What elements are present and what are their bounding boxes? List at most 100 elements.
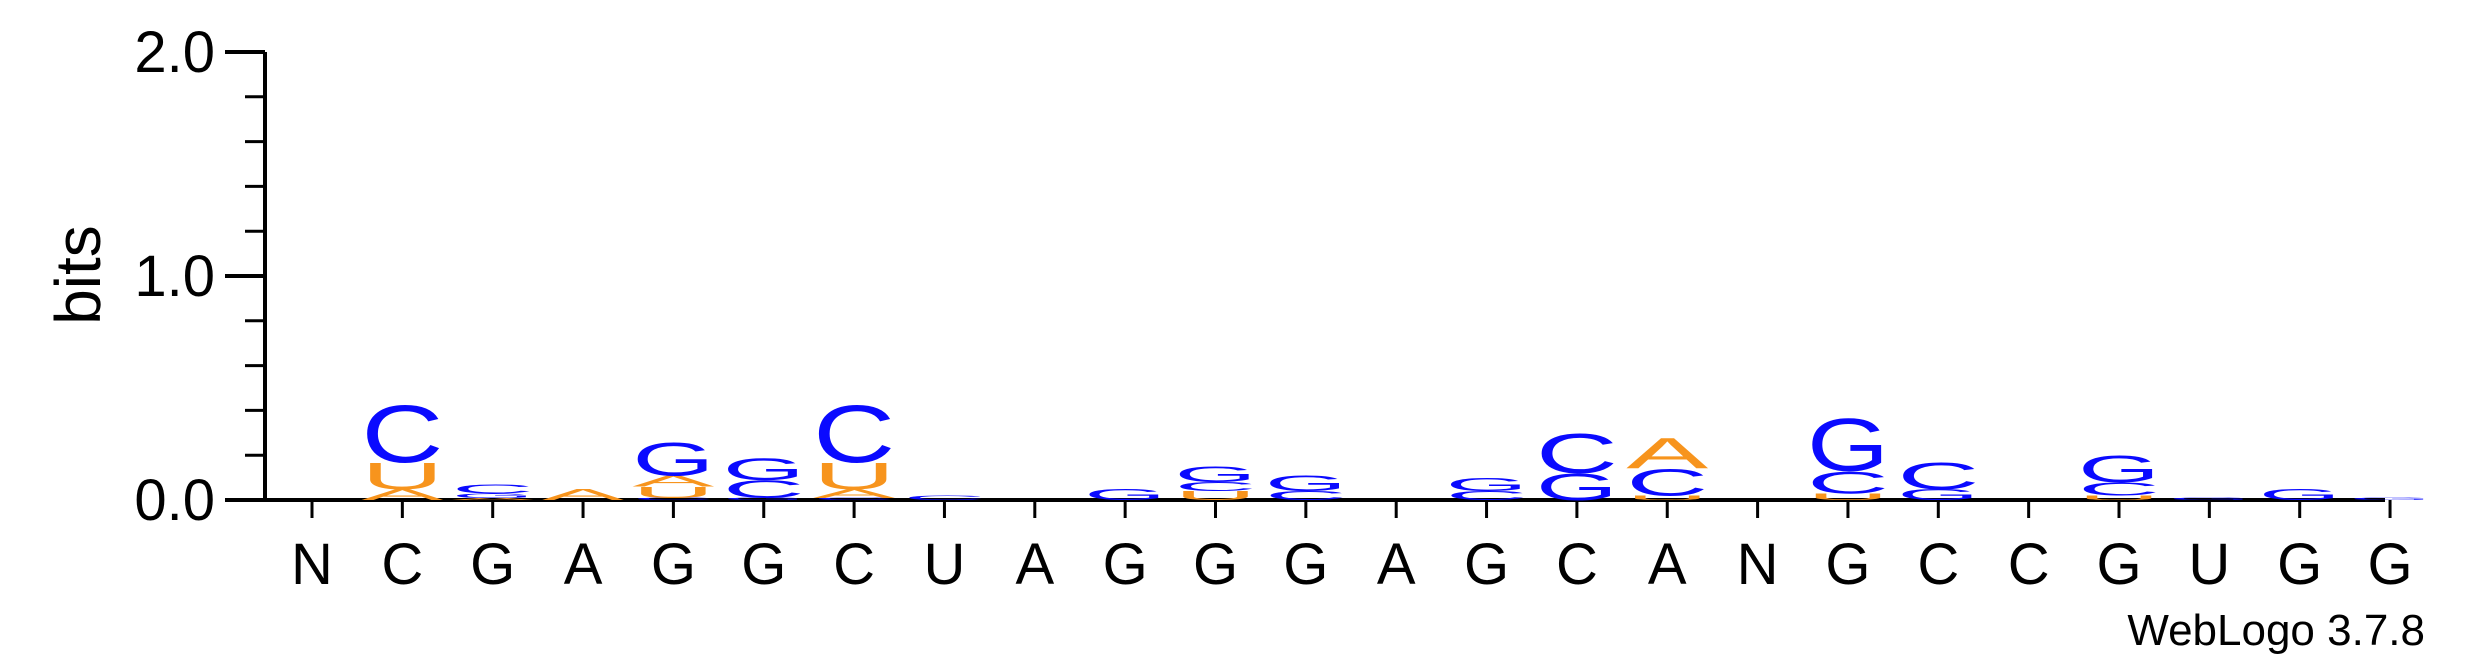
logo-letter-group: U — [813, 455, 895, 497]
logo-letter-group: G — [723, 497, 805, 500]
logo-letter-group: C — [1265, 489, 1347, 503]
logo-letter-group: C — [2078, 479, 2160, 500]
x-tick-label: G — [2277, 532, 2322, 597]
x-tick-label: G — [470, 532, 515, 597]
logo-letter-C: C — [813, 497, 895, 500]
logo-letter-group: C — [361, 389, 443, 480]
x-tick-label: U — [2188, 532, 2230, 597]
x-tick-label: C — [2008, 532, 2050, 597]
logo-letter-G: G — [1536, 467, 1618, 509]
x-tick-label: C — [1556, 532, 1598, 597]
logo-letter-C: C — [632, 497, 714, 500]
x-tick-label: N — [291, 532, 333, 597]
logo-letter-G: G — [2078, 449, 2160, 491]
logo-letter-A: A — [1626, 429, 1709, 478]
y-tick-label: 0.0 — [134, 468, 215, 533]
logo-letter-group: U — [2078, 494, 2160, 501]
x-tick-label: N — [1737, 532, 1779, 597]
logo-letter-group: A — [813, 487, 896, 501]
logo-letter-U: U — [1626, 494, 1708, 501]
logo-letter-group: C — [452, 482, 534, 496]
logo-letter-group: G — [632, 433, 714, 486]
x-tick-label: G — [1464, 532, 1509, 597]
logo-letter-group: G — [1807, 403, 1889, 487]
logo-letter-C: C — [1626, 462, 1708, 504]
x-tick-label: G — [741, 532, 786, 597]
x-tick-label: A — [1648, 532, 1687, 597]
logo-letter-U: U — [361, 455, 443, 497]
logo-letter-A: A — [542, 486, 624, 503]
logo-letter-group: U — [361, 455, 443, 497]
logo-letter-group: G — [1446, 474, 1528, 495]
logo-letter-C: C — [1897, 455, 1979, 497]
x-tick-label: C — [833, 532, 875, 597]
logo-letter-U: U — [632, 484, 714, 501]
x-tick-label: G — [1193, 532, 1238, 597]
x-tick-label: G — [1283, 532, 1328, 597]
logo-letter-C: C — [361, 389, 443, 480]
y-tick-label: 1.0 — [134, 244, 215, 309]
x-tick-label: A — [1377, 532, 1416, 597]
logo-letter-group: G — [1536, 467, 1618, 509]
logo-letter-A: A — [813, 487, 896, 501]
x-tick-label: A — [1015, 532, 1054, 597]
logo-letter-group: A — [542, 486, 624, 503]
logo-letter-group: C — [632, 497, 714, 500]
logo-letter-G: G — [1084, 486, 1166, 503]
logo-letter-group: G — [1175, 462, 1257, 487]
logo-letter-group: C — [813, 389, 895, 480]
logo-letter-U: U — [813, 455, 895, 497]
logo-letter-C: C — [1536, 423, 1618, 485]
logo-letter-group: G — [723, 452, 805, 487]
logo-letter-G: G — [1175, 462, 1257, 487]
x-tick-label: G — [1103, 532, 1148, 597]
logo-letter-G: G — [1446, 474, 1528, 495]
logo-letter-group: G — [452, 492, 534, 499]
logo-letter-C: C — [1175, 480, 1257, 494]
logo-letter-group: C — [1897, 455, 1979, 497]
y-axis-label: bits — [42, 225, 114, 325]
logo-letter-C: C — [813, 389, 895, 480]
logo-letter-group: C — [1175, 480, 1257, 494]
logo-letter-G: G — [632, 433, 714, 486]
logo-letter-group: G — [1897, 486, 1979, 503]
logo-letter-group: A — [632, 473, 714, 490]
logo-letter-group: A — [1626, 429, 1709, 478]
logo-letter-group: C — [1807, 465, 1889, 500]
logo-letter-G: G — [723, 497, 805, 500]
logo-letter-group: C — [813, 497, 895, 500]
x-tick-label: C — [381, 532, 423, 597]
logo-letter-group: C — [1446, 489, 1528, 503]
logo-letter-group: C — [1626, 462, 1708, 504]
logo-letter-G: G — [1807, 403, 1889, 487]
logo-letter-group: G — [2168, 497, 2250, 500]
x-tick-label: G — [2096, 532, 2141, 597]
logo-letter-G: G — [2168, 497, 2250, 500]
logo-letter-C: C — [903, 494, 985, 501]
logo-letter-A: A — [452, 497, 535, 500]
y-axis: 0.0 1.0 2.0 — [134, 20, 267, 533]
logo-letter-G: G — [2349, 497, 2431, 500]
logo-letter-group: U — [1626, 494, 1708, 501]
logo-letter-C: C — [1446, 489, 1528, 503]
logo-letter-G: G — [452, 492, 534, 499]
logo-letter-C: C — [723, 475, 805, 503]
logo-letter-group: U — [1175, 489, 1257, 503]
x-tick-label: G — [651, 532, 696, 597]
logo-letter-group: G — [2349, 497, 2431, 500]
logo-letter-group: A — [361, 486, 443, 503]
logo-letter-C: C — [452, 482, 534, 496]
logo-letter-A: A — [361, 486, 443, 503]
logo-letter-group: A — [452, 497, 535, 500]
logo-letter-group: C — [723, 475, 805, 503]
x-tick-label: U — [924, 532, 966, 597]
logo-letter-C: C — [1265, 489, 1347, 503]
logo-letter-group: U — [632, 484, 714, 501]
logo-letter-C: C — [2078, 479, 2160, 500]
logo-letter-group: G — [1084, 486, 1166, 503]
x-tick-label: G — [2367, 532, 2412, 597]
x-tick-label: C — [1917, 532, 1959, 597]
